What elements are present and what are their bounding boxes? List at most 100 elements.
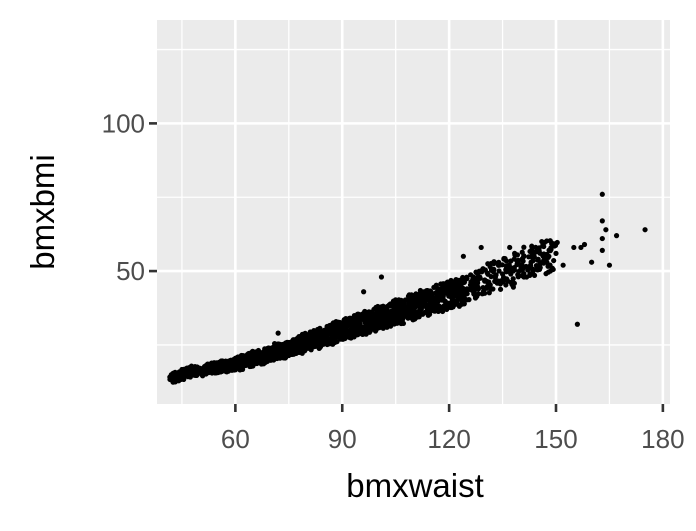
- y-axis-title: bmxbmi: [24, 154, 61, 270]
- data-point: [316, 338, 322, 344]
- data-point: [304, 344, 310, 350]
- data-point: [508, 271, 514, 277]
- data-point: [519, 264, 525, 270]
- data-point: [268, 350, 274, 356]
- data-point: [361, 289, 367, 295]
- data-point: [589, 259, 595, 265]
- data-point: [416, 300, 422, 307]
- data-point: [439, 308, 446, 315]
- data-point: [603, 227, 609, 233]
- data-point: [450, 279, 456, 285]
- data-point: [440, 294, 446, 300]
- x-axis: 60 90 120 150 180: [221, 404, 685, 454]
- data-point: [229, 361, 235, 368]
- data-point: [521, 254, 527, 260]
- data-point: [376, 314, 382, 320]
- data-point: [426, 311, 433, 317]
- data-point: [238, 358, 244, 364]
- data-point: [530, 258, 536, 264]
- data-point: [511, 280, 517, 286]
- data-point: [410, 305, 417, 312]
- data-point: [396, 297, 402, 303]
- data-point: [475, 286, 482, 292]
- data-point: [529, 245, 535, 251]
- data-point: [413, 291, 419, 297]
- data-point: [255, 351, 262, 357]
- data-point: [599, 218, 605, 224]
- data-point: [330, 320, 336, 326]
- data-point: [457, 287, 463, 293]
- data-point: [420, 289, 426, 296]
- data-point: [293, 343, 300, 349]
- data-point: [417, 310, 424, 316]
- x-tick-label: 120: [427, 424, 470, 454]
- data-point: [396, 316, 402, 322]
- data-point: [378, 274, 385, 280]
- data-point: [265, 345, 272, 351]
- data-point: [460, 253, 466, 259]
- data-point: [549, 241, 555, 247]
- data-point: [551, 257, 557, 264]
- data-point: [350, 319, 356, 326]
- data-point: [571, 244, 577, 251]
- plot-panel: [157, 20, 670, 404]
- data-point: [404, 311, 410, 318]
- data-point: [535, 257, 541, 263]
- data-point: [427, 300, 434, 306]
- data-point: [560, 262, 566, 268]
- data-point: [501, 256, 507, 262]
- data-point: [391, 315, 397, 321]
- x-tick-label: 150: [534, 424, 577, 454]
- data-point: [283, 347, 289, 353]
- data-points: [167, 191, 648, 385]
- data-point: [541, 243, 547, 250]
- data-point: [306, 340, 312, 346]
- data-point: [355, 328, 361, 335]
- data-point: [478, 244, 484, 251]
- data-point: [460, 298, 467, 304]
- data-point: [454, 301, 460, 307]
- data-point: [347, 315, 353, 321]
- x-tick-label: 180: [641, 424, 684, 454]
- data-point: [325, 335, 331, 341]
- data-point: [369, 323, 375, 329]
- minor-gridlines: [157, 20, 670, 404]
- data-point: [497, 286, 504, 292]
- data-point: [548, 246, 554, 253]
- data-point: [599, 235, 605, 242]
- data-point: [392, 307, 398, 313]
- data-point: [188, 367, 194, 373]
- data-point: [507, 264, 513, 271]
- data-point: [449, 299, 455, 305]
- data-point: [355, 311, 362, 317]
- data-point: [479, 267, 485, 274]
- data-point: [401, 300, 407, 306]
- data-point: [229, 366, 235, 372]
- data-point: [496, 268, 502, 274]
- data-point: [170, 370, 176, 377]
- data-point: [484, 283, 490, 289]
- data-point: [521, 244, 527, 250]
- data-point: [373, 306, 379, 312]
- data-point: [302, 348, 308, 354]
- data-point: [486, 290, 492, 296]
- data-point: [338, 334, 344, 341]
- data-point: [277, 341, 283, 348]
- data-point: [206, 366, 213, 372]
- data-point: [499, 262, 505, 268]
- data-point: [336, 324, 343, 330]
- data-point: [543, 271, 549, 277]
- data-point: [429, 291, 436, 298]
- data-point: [404, 307, 410, 313]
- data-point: [359, 312, 366, 318]
- data-point: [388, 303, 394, 309]
- data-point: [376, 325, 383, 331]
- data-point: [554, 239, 560, 246]
- data-point: [212, 369, 219, 375]
- data-point: [503, 269, 509, 275]
- data-point: [545, 263, 551, 269]
- data-point: [514, 252, 521, 258]
- data-point: [218, 365, 224, 371]
- data-point: [464, 276, 470, 282]
- data-point: [340, 320, 346, 326]
